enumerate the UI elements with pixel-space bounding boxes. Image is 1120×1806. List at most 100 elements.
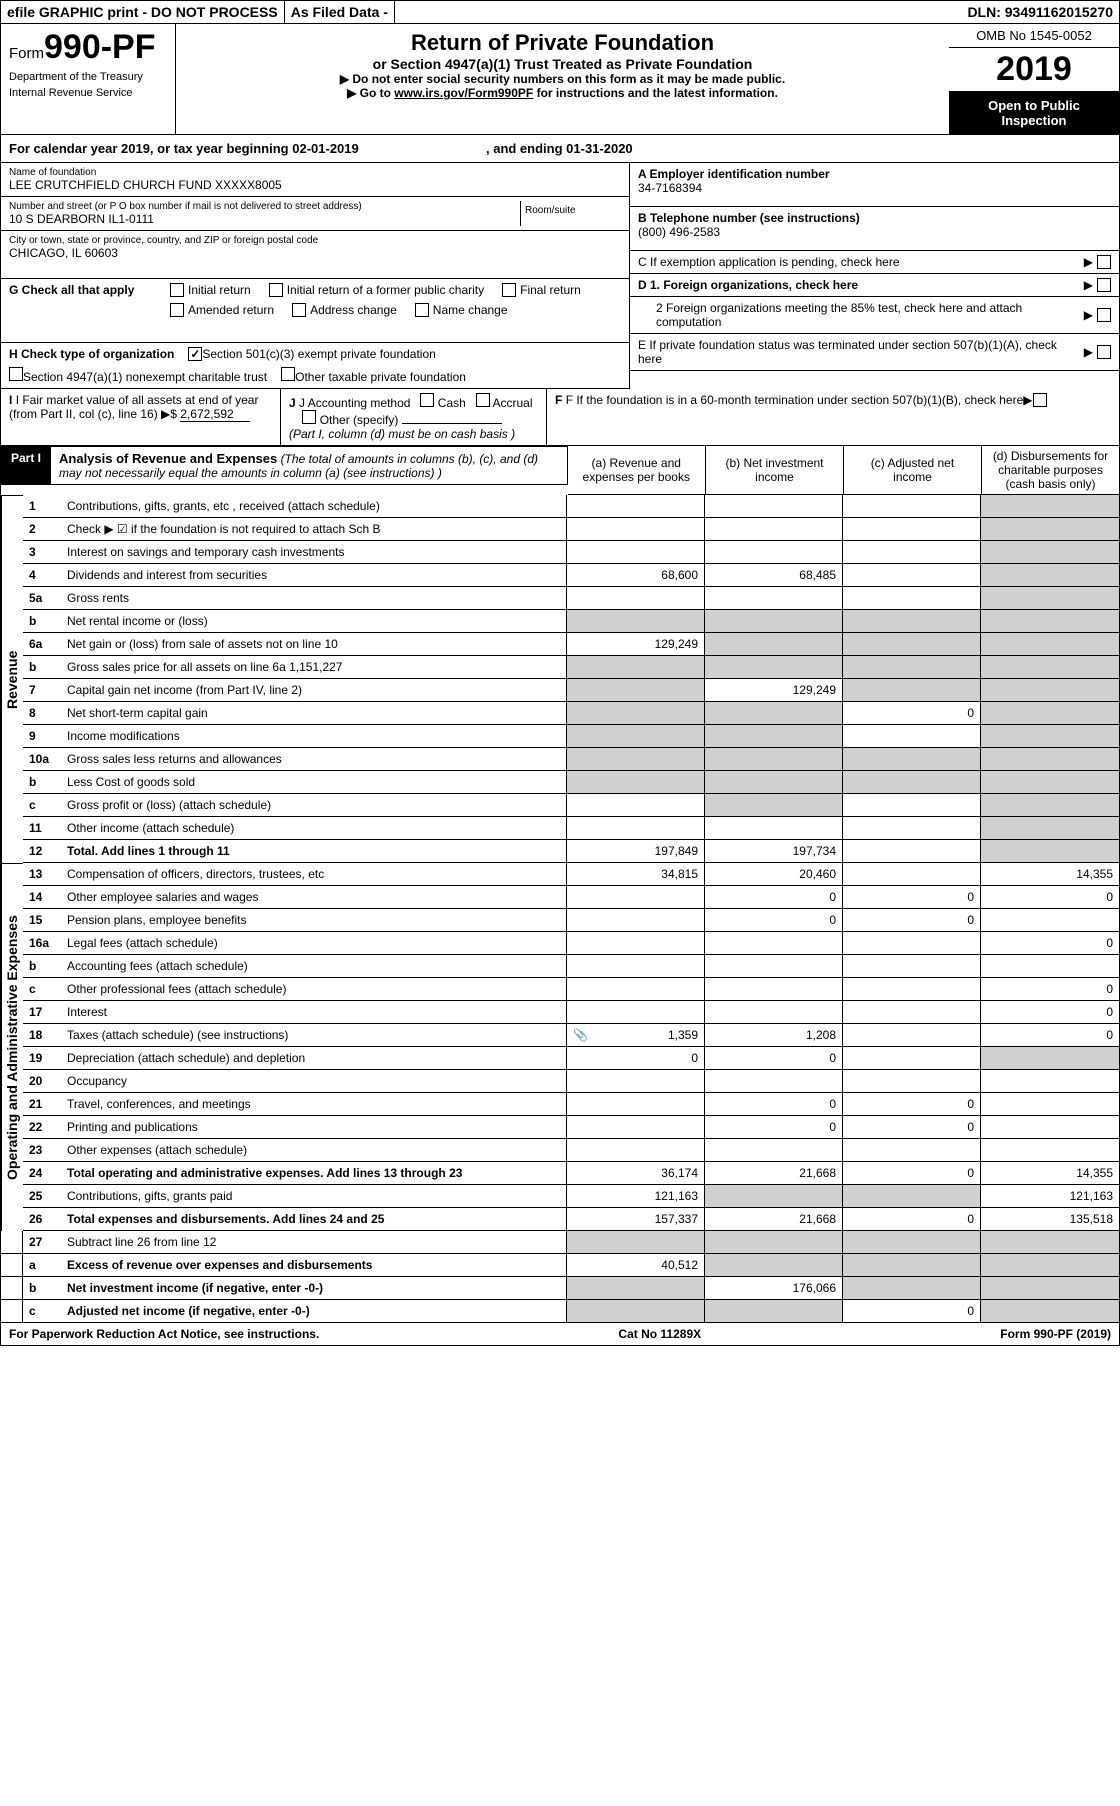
col-d-header: (d) Disbursements for charitable purpose… (982, 446, 1120, 495)
checkbox-address[interactable] (292, 303, 306, 317)
part1-header: Part I Analysis of Revenue and Expenses … (1, 446, 568, 485)
row-number: 25 (23, 1185, 61, 1208)
cell-c (843, 1070, 981, 1093)
cell-c: 0 (843, 1208, 981, 1231)
cell-d (981, 771, 1119, 794)
cell-c (843, 541, 981, 564)
part1-tag: Part I (1, 447, 51, 484)
row-desc: Total operating and administrative expen… (61, 1162, 567, 1185)
cell-b: 68,485 (705, 564, 843, 587)
checkbox-initial-former[interactable] (269, 283, 283, 297)
table-row: 25Contributions, gifts, grants paid121,1… (23, 1185, 1119, 1208)
row-number: 2 (23, 518, 61, 541)
form-header: Form990-PF Department of the Treasury In… (0, 24, 1120, 135)
row-number: 13 (23, 863, 61, 886)
e-terminated: E If private foundation status was termi… (630, 334, 1119, 371)
checkbox-501c3[interactable]: ✓ (188, 347, 202, 361)
cell-a: 68,600 (567, 564, 705, 587)
cell-c: 0 (843, 1116, 981, 1139)
checkbox-initial[interactable] (170, 283, 184, 297)
cell-a: 129,249 (567, 633, 705, 656)
checkbox-name[interactable] (415, 303, 429, 317)
row-desc: Dividends and interest from securities (61, 564, 567, 587)
cell-a (567, 1231, 705, 1254)
cell-c: 0 (843, 909, 981, 932)
table-row: 7Capital gain net income (from Part IV, … (23, 679, 1119, 702)
table-row: bNet investment income (if negative, ent… (1, 1277, 1119, 1300)
checkbox-e[interactable] (1097, 345, 1111, 359)
cell-b (705, 587, 843, 610)
form-subtitle: or Section 4947(a)(1) Trust Treated as P… (196, 56, 929, 72)
cell-b (705, 725, 843, 748)
cell-c (843, 1277, 981, 1300)
checkbox-final[interactable] (502, 283, 516, 297)
summary-section: 27Subtract line 26 from line 12aExcess o… (0, 1231, 1120, 1323)
cell-c (843, 840, 981, 863)
expense-section: Operating and Administrative Expenses 13… (0, 863, 1120, 1231)
cell-d (981, 679, 1119, 702)
table-row: 2Check ▶ ☑ if the foundation is not requ… (23, 518, 1119, 541)
row-number: 12 (23, 840, 61, 863)
cell-a (567, 1070, 705, 1093)
cell-a (567, 748, 705, 771)
calendar-year-line: For calendar year 2019, or tax year begi… (0, 135, 1120, 163)
cell-a: 34,815 (567, 863, 705, 886)
cell-c (843, 656, 981, 679)
cell-d (981, 794, 1119, 817)
cell-c (843, 817, 981, 840)
revenue-side-label: Revenue (1, 495, 23, 863)
cell-d (981, 1093, 1119, 1116)
cell-a (567, 955, 705, 978)
cell-b: 176,066 (705, 1277, 843, 1300)
checkbox-amended[interactable] (170, 303, 184, 317)
checkbox-f[interactable] (1033, 393, 1047, 407)
j-accounting: J J Accounting method Cash Accrual Other… (281, 389, 546, 445)
row-desc: Depreciation (attach schedule) and deple… (61, 1047, 567, 1070)
row-desc: Gross profit or (loss) (attach schedule) (61, 794, 567, 817)
top-bar: efile GRAPHIC print - DO NOT PROCESS As … (0, 0, 1120, 24)
row-desc: Total expenses and disbursements. Add li… (61, 1208, 567, 1231)
row-desc: Less Cost of goods sold (61, 771, 567, 794)
table-row: 21Travel, conferences, and meetings00 (23, 1093, 1119, 1116)
cell-d (981, 725, 1119, 748)
row-number: 8 (23, 702, 61, 725)
table-row: 13Compensation of officers, directors, t… (23, 863, 1119, 886)
row-number: 24 (23, 1162, 61, 1185)
row-desc: Adjusted net income (if negative, enter … (61, 1300, 567, 1323)
checkbox-other-acc[interactable] (302, 410, 316, 424)
cell-b (705, 1139, 843, 1162)
row-desc: Net investment income (if negative, ente… (61, 1277, 567, 1300)
cell-c: 0 (843, 702, 981, 725)
cell-a (567, 1139, 705, 1162)
row-desc: Other expenses (attach schedule) (61, 1139, 567, 1162)
checkbox-cash[interactable] (420, 393, 434, 407)
table-row: 9Income modifications (23, 725, 1119, 748)
cell-c (843, 518, 981, 541)
cell-b (705, 1300, 843, 1323)
cell-d: 0 (981, 1001, 1119, 1024)
table-row: cAdjusted net income (if negative, enter… (1, 1300, 1119, 1323)
cell-a (567, 679, 705, 702)
table-row: 18Taxes (attach schedule) (see instructi… (23, 1024, 1119, 1047)
cell-a (567, 1093, 705, 1116)
table-row: 22Printing and publications00 (23, 1116, 1119, 1139)
cell-b (705, 656, 843, 679)
cell-b (705, 817, 843, 840)
cell-c (843, 1024, 981, 1047)
checkbox-accrual[interactable] (476, 393, 490, 407)
checkbox-d2[interactable] (1097, 308, 1111, 322)
table-row: 11Other income (attach schedule) (23, 817, 1119, 840)
cell-b (705, 794, 843, 817)
row-desc: Other employee salaries and wages (61, 886, 567, 909)
irs-link[interactable]: www.irs.gov/Form990PF (394, 86, 533, 100)
checkbox-other-tax[interactable] (281, 367, 295, 381)
row-desc: Interest on savings and temporary cash i… (61, 541, 567, 564)
cell-a (567, 1277, 705, 1300)
cell-d (981, 1254, 1119, 1277)
checkbox-4947[interactable] (9, 367, 23, 381)
cell-a (567, 702, 705, 725)
table-row: 24Total operating and administrative exp… (23, 1162, 1119, 1185)
checkbox-c[interactable] (1097, 255, 1111, 269)
table-row: 10aGross sales less returns and allowanc… (23, 748, 1119, 771)
checkbox-d1[interactable] (1097, 278, 1111, 292)
